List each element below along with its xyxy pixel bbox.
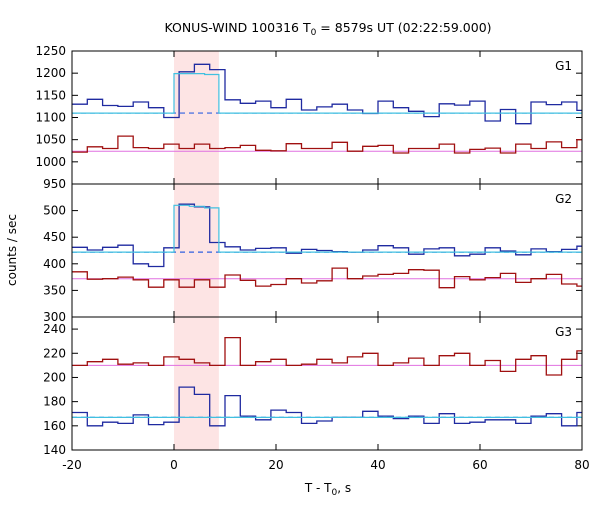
y-tick-label: 140 <box>43 443 66 457</box>
y-tick-label: 950 <box>43 177 66 191</box>
x-tick-label: 0 <box>170 458 178 472</box>
y-tick-label: 1200 <box>35 66 66 80</box>
panel-label: G1 <box>555 59 572 73</box>
y-tick-label: 1100 <box>35 111 66 125</box>
fast-count-histogram <box>72 386 582 427</box>
y-tick-label: 1050 <box>35 133 66 147</box>
panel-frame <box>71 50 583 185</box>
x-tick-label: -20 <box>62 458 82 472</box>
panel-g3: 140 160 180 200 220 240 G3 <box>43 316 583 457</box>
y-tick-label: 200 <box>43 370 66 384</box>
chart-title: KONUS-WIND 100316 T0 = 8579s UT (02:22:5… <box>164 20 491 38</box>
fast-count-histogram <box>72 203 582 268</box>
fast-count-histogram <box>72 63 582 125</box>
y-tick-label: 1250 <box>35 44 66 58</box>
y-tick-label: 1000 <box>35 155 66 169</box>
y-tick-label: 450 <box>43 230 66 244</box>
y-tick-label: 180 <box>43 395 66 409</box>
plot-layer: 950100010501100115012001250G130035040045… <box>35 44 589 472</box>
panel-label: G3 <box>555 325 572 339</box>
slow-count-histogram <box>72 336 582 376</box>
x-tick-label: 40 <box>370 458 385 472</box>
panel-label: G2 <box>555 192 572 206</box>
x-tick-label: 20 <box>268 458 283 472</box>
y-tick-label: 1150 <box>35 88 66 102</box>
x-tick-label: 60 <box>472 458 487 472</box>
x-axis-title: T - T0, s <box>304 481 351 498</box>
slow-count-histogram <box>72 135 582 154</box>
y-tick-label: 240 <box>43 322 66 336</box>
y-tick-label: 160 <box>43 419 66 433</box>
y-tick-label: 350 <box>43 283 66 297</box>
burst-fit-curve <box>72 73 582 114</box>
panel-g2: 300 350 400 450 500 G2 <box>43 183 583 324</box>
y-tick-label: 300 <box>43 310 66 324</box>
y-axis-title: counts / sec <box>5 214 19 286</box>
y-tick-label: 220 <box>43 346 66 360</box>
burst-interval-band <box>174 51 219 450</box>
panel-g1: 950 1000 1050 1100 1150 1200 1250 G1 <box>35 44 583 191</box>
slow-count-histogram <box>72 267 582 289</box>
x-tick-label: 80 <box>574 458 589 472</box>
y-tick-label: 400 <box>43 257 66 271</box>
panel-frame <box>71 316 583 451</box>
y-tick-label: 500 <box>43 204 66 218</box>
burst-fit-curve <box>72 204 582 253</box>
